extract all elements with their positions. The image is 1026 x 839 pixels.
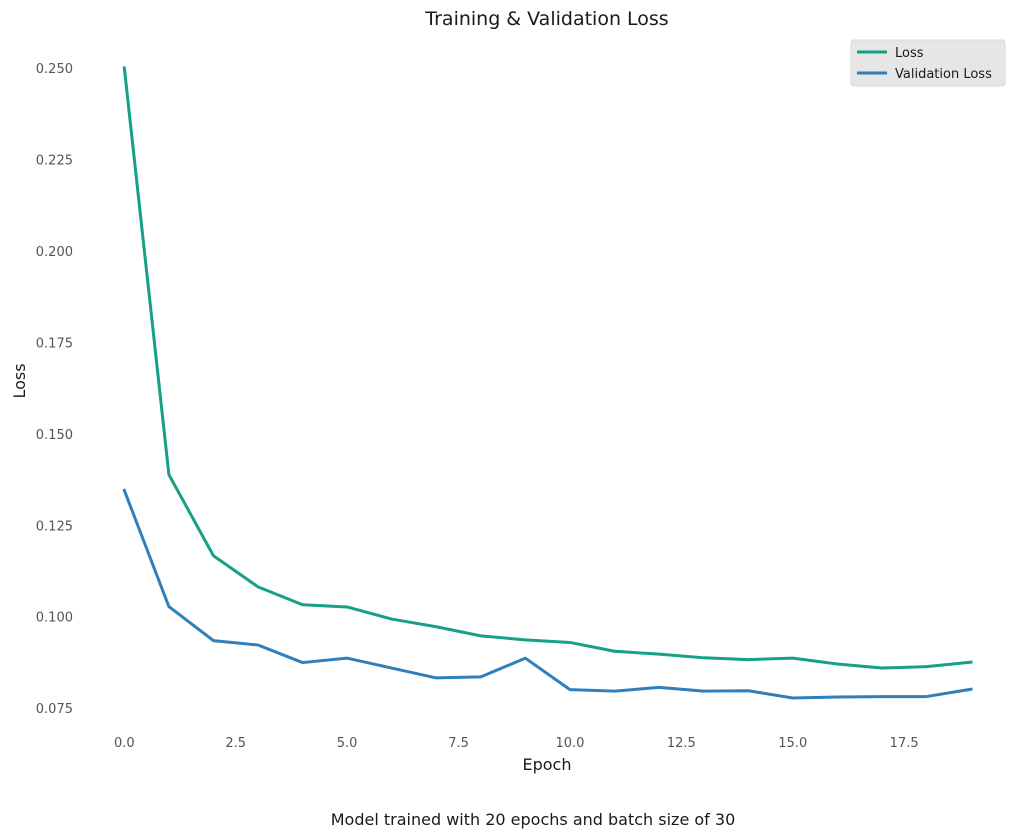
- y-tick-label: 0.200: [36, 245, 73, 260]
- y-tick-label: 0.225: [36, 154, 73, 169]
- legend-label-loss: Loss: [895, 46, 924, 61]
- legend-label-validation-loss: Validation Loss: [895, 67, 992, 82]
- chart-title: Training & Validation Loss: [424, 8, 668, 30]
- y-tick-label: 0.075: [36, 702, 73, 717]
- y-axis-label: Loss: [10, 363, 29, 398]
- series-lines: [122, 66, 973, 700]
- loss-line: [122, 66, 973, 670]
- x-tick-label: 7.5: [448, 736, 469, 751]
- y-tick-label: 0.250: [36, 62, 73, 77]
- x-tick-label: 17.5: [890, 736, 919, 751]
- y-axis-ticks: 0.075 0.100 0.125 0.150 0.175 0.200 0.225 0.250: [36, 62, 73, 717]
- x-axis-label: Epoch: [523, 755, 572, 774]
- y-tick-label: 0.175: [36, 336, 73, 351]
- x-tick-label: 10.0: [555, 736, 584, 751]
- caption: Model trained with 20 epochs and batch s…: [331, 810, 736, 829]
- x-tick-label: 12.5: [667, 736, 696, 751]
- x-tick-label: 15.0: [778, 736, 807, 751]
- x-tick-label: 5.0: [337, 736, 358, 751]
- y-tick-label: 0.150: [36, 428, 73, 443]
- legend: Loss Validation Loss: [850, 39, 1006, 87]
- legend-box: [850, 39, 1006, 87]
- x-tick-label: 0.0: [114, 736, 135, 751]
- validation-loss-line: [122, 488, 973, 700]
- x-tick-label: 2.5: [225, 736, 246, 751]
- y-tick-label: 0.125: [36, 519, 73, 534]
- y-tick-label: 0.100: [36, 611, 73, 626]
- x-axis-ticks: 0.0 2.5 5.0 7.5 10.0 12.5 15.0 17.5: [114, 736, 919, 751]
